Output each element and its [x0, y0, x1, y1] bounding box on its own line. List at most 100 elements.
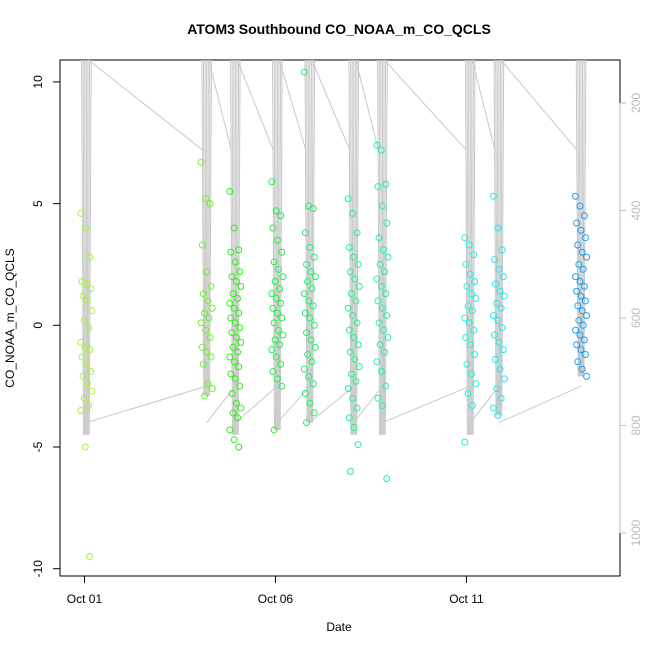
data-point [468, 307, 476, 315]
data-point [462, 260, 470, 268]
profile-connector [206, 385, 236, 423]
data-point [227, 370, 235, 378]
data-point [278, 382, 286, 390]
data-point [345, 326, 353, 334]
data-point [228, 389, 236, 397]
data-point [300, 68, 308, 76]
data-point [348, 290, 356, 298]
data-point [572, 326, 580, 334]
profile-trace [236, 60, 240, 435]
data-point [467, 370, 475, 378]
profile-trace [208, 60, 211, 396]
data-point [236, 324, 244, 332]
data-point [346, 467, 354, 475]
y-axis-tick-label: -5 [31, 441, 45, 452]
profile-trace [496, 60, 499, 416]
data-point [573, 341, 581, 349]
data-point [581, 351, 589, 359]
profile-connector [382, 385, 471, 424]
data-point [208, 304, 216, 312]
data-point [228, 329, 236, 337]
right-axis-tick-label: 600 [629, 308, 643, 328]
data-point [231, 319, 239, 327]
data-point [231, 375, 239, 383]
data-point [579, 321, 587, 329]
data-point [310, 409, 318, 417]
profile-connector [353, 385, 383, 423]
y-axis-tick-label: 5 [31, 200, 45, 207]
profile-trace [312, 60, 316, 423]
data-point [572, 273, 580, 281]
data-point [277, 299, 285, 307]
data-point [230, 224, 238, 232]
data-point [310, 321, 318, 329]
data-point [353, 404, 361, 412]
data-point [461, 314, 469, 322]
data-point [492, 280, 500, 288]
data-point [300, 290, 308, 298]
data-point [273, 309, 281, 317]
data-point [232, 333, 240, 341]
data-point [88, 387, 96, 395]
data-point [208, 385, 216, 393]
profile-trace [81, 60, 84, 435]
profile-trace [201, 60, 205, 396]
data-point [350, 253, 358, 261]
data-point [572, 192, 580, 200]
data-point [353, 229, 361, 237]
y-axis-tick-label: -10 [31, 560, 45, 578]
data-point [573, 219, 581, 227]
profile-connector [498, 385, 582, 424]
data-point [461, 438, 469, 446]
data-point [277, 360, 285, 368]
profile-trace [273, 60, 276, 430]
data-point [466, 270, 474, 278]
data-point [85, 402, 93, 410]
data-point [580, 336, 588, 344]
data-point [237, 282, 245, 290]
right-axis-tick-label: 200 [629, 93, 643, 113]
data-point [576, 277, 584, 285]
data-point [204, 297, 212, 305]
plot-frame [59, 59, 621, 577]
profile-trace [468, 60, 470, 435]
data-point [86, 253, 94, 261]
data-point [349, 394, 357, 402]
y-axis-label: CO_NOAA_m_CO_QCLS [3, 248, 17, 387]
data-point [463, 360, 471, 368]
data-point [272, 207, 280, 215]
data-point [491, 256, 499, 264]
data-point [230, 358, 238, 366]
data-point [270, 319, 278, 327]
data-point [78, 353, 86, 361]
data-point [583, 253, 591, 261]
data-point [87, 368, 95, 376]
data-point [303, 419, 311, 427]
x-axis-tick-label: Oct 11 [449, 592, 484, 606]
data-point [574, 302, 582, 310]
data-point [355, 282, 363, 290]
profile-trace [582, 60, 585, 377]
data-point [271, 336, 279, 344]
data-point [381, 268, 389, 276]
data-point [207, 282, 215, 290]
data-point [375, 234, 383, 242]
data-point [274, 326, 282, 334]
profile-trace [207, 60, 209, 396]
data-point [344, 385, 352, 393]
data-point [376, 341, 384, 349]
data-point [85, 324, 93, 332]
data-point [229, 290, 237, 298]
profile-trace [578, 60, 581, 377]
data-point [499, 273, 507, 281]
profile-trace [307, 60, 310, 423]
profile-trace [380, 60, 382, 435]
data-point [80, 316, 88, 324]
data-point [472, 295, 480, 303]
profile-connector [88, 60, 203, 151]
data-point [381, 348, 389, 356]
data-point [349, 312, 357, 320]
data-point [583, 372, 591, 380]
profile-connector [278, 60, 307, 151]
data-point [81, 443, 89, 451]
